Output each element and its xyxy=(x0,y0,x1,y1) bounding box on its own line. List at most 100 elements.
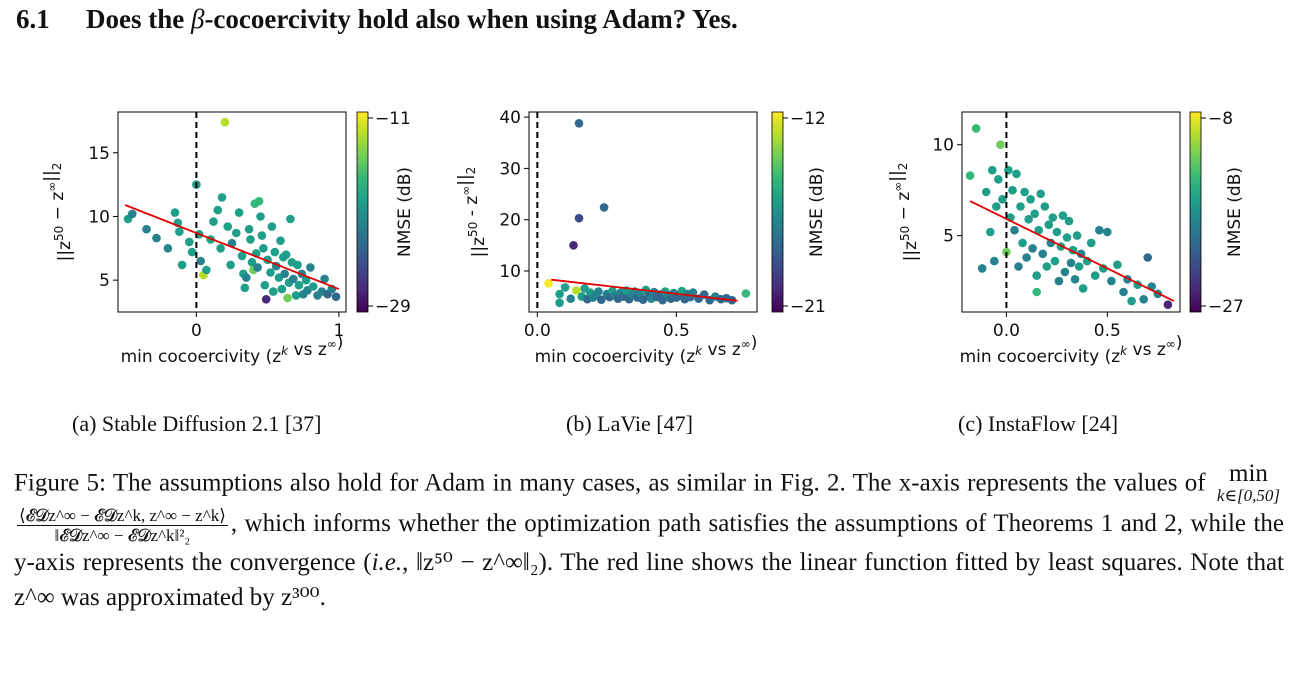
data-point xyxy=(1119,287,1128,297)
data-point xyxy=(998,195,1007,204)
data-point xyxy=(1103,227,1112,237)
section-title-before: Does the xyxy=(86,4,191,34)
section-number: 6.1 xyxy=(16,4,50,34)
y-tick-label: 15 xyxy=(88,144,110,164)
data-point xyxy=(1040,202,1050,211)
data-point xyxy=(1012,169,1021,179)
data-point xyxy=(990,256,999,266)
x-tick-label: 0.0 xyxy=(524,321,551,341)
min-op-text: min xyxy=(1229,460,1268,487)
data-point xyxy=(1004,165,1013,175)
x-tick-label: 0.5 xyxy=(663,321,690,341)
data-point xyxy=(1044,220,1054,229)
data-point xyxy=(988,165,997,175)
data-point xyxy=(544,279,553,288)
data-point xyxy=(569,241,578,250)
data-point xyxy=(1052,227,1062,237)
data-point xyxy=(1163,300,1173,310)
figure-caption: Figure 5: The assumptions also hold for … xyxy=(14,461,1284,615)
data-point xyxy=(283,293,292,303)
data-point xyxy=(289,274,298,284)
data-point xyxy=(594,287,603,296)
y-tick-label: 10 xyxy=(499,262,521,282)
data-point xyxy=(1028,244,1037,253)
y-axis-label: ||z50 − z∞||2 xyxy=(41,163,75,262)
data-point xyxy=(1034,225,1043,235)
data-point xyxy=(574,119,584,128)
data-point xyxy=(1058,211,1068,220)
y-tick-label: 10 xyxy=(88,207,110,227)
data-point xyxy=(599,203,609,212)
data-point xyxy=(1070,275,1080,284)
data-point xyxy=(254,196,264,206)
data-point xyxy=(247,258,257,267)
caption-part-1: Figure 5: The assumptions also hold for … xyxy=(14,469,1206,497)
data-point xyxy=(266,268,275,277)
data-point xyxy=(286,214,295,224)
colorbar-tick-label: −27 xyxy=(1208,297,1244,317)
data-point xyxy=(216,244,225,253)
y-tick-label: 20 xyxy=(499,211,521,231)
data-point xyxy=(1113,260,1122,270)
data-point xyxy=(1066,258,1076,268)
data-point xyxy=(234,208,244,217)
caption-ie: i.e. xyxy=(371,549,403,576)
data-point xyxy=(996,140,1005,149)
data-point xyxy=(1022,253,1031,262)
subplot-b: 0.0 0.5 10 20 30 40 min cocoercivity (zk vs z∞… xyxy=(455,108,827,367)
x-tick-label: 0.0 xyxy=(993,321,1020,341)
data-point xyxy=(237,251,247,261)
data-point xyxy=(240,283,250,293)
x-tick-label: 1 xyxy=(333,321,344,341)
data-point xyxy=(270,247,280,257)
data-point xyxy=(1038,249,1047,259)
colorbar-tick-label: −11 xyxy=(375,109,411,129)
data-point xyxy=(560,283,570,292)
data-point xyxy=(242,273,251,282)
data-point xyxy=(152,233,161,243)
data-point xyxy=(1095,225,1104,235)
data-point xyxy=(331,292,341,302)
fraction-numerator: ⟨𝓔𝓓z^∞ − 𝓔𝓓z^k, z^∞ − z^k⟩ xyxy=(17,506,228,526)
data-point xyxy=(1072,231,1082,240)
data-point xyxy=(555,289,564,299)
data-point xyxy=(256,212,265,221)
data-point xyxy=(185,237,194,247)
least-squares-fit-line xyxy=(551,278,738,302)
colorbar-label: NMSE (dB) xyxy=(395,167,415,257)
cocoercivity-fraction: ⟨𝓔𝓓z^∞ − 𝓔𝓓z^k, z^∞ − z^k⟩ ‖𝓔𝓓z^∞ − 𝓔𝓓z^k… xyxy=(17,506,228,545)
data-point xyxy=(196,256,205,266)
data-point xyxy=(276,236,285,245)
data-point xyxy=(1107,276,1116,286)
data-point xyxy=(986,227,995,237)
data-point xyxy=(1014,262,1023,271)
data-point xyxy=(1018,238,1027,248)
data-point xyxy=(981,187,991,197)
data-point xyxy=(202,265,211,275)
data-point xyxy=(1026,195,1035,204)
data-point xyxy=(260,280,270,290)
data-point xyxy=(1090,271,1100,280)
data-point xyxy=(965,171,975,180)
colorbar xyxy=(1189,111,1202,313)
data-point xyxy=(291,291,301,300)
data-point xyxy=(1139,295,1148,304)
data-point xyxy=(555,298,564,308)
data-point xyxy=(187,247,197,257)
data-point xyxy=(220,117,230,127)
colorbar-tick-label: −29 xyxy=(375,297,411,317)
data-point xyxy=(741,289,751,298)
section-title-after: -cocoercivity hold also when using Adam?… xyxy=(204,4,738,34)
data-point xyxy=(1050,256,1060,266)
data-point xyxy=(1078,284,1088,293)
data-point xyxy=(1030,209,1039,219)
data-point xyxy=(280,269,290,279)
data-point xyxy=(246,235,255,244)
data-point xyxy=(253,263,262,272)
data-point xyxy=(267,222,277,231)
data-point xyxy=(1008,185,1017,195)
data-point xyxy=(142,224,151,234)
axes-frame xyxy=(961,111,1181,313)
